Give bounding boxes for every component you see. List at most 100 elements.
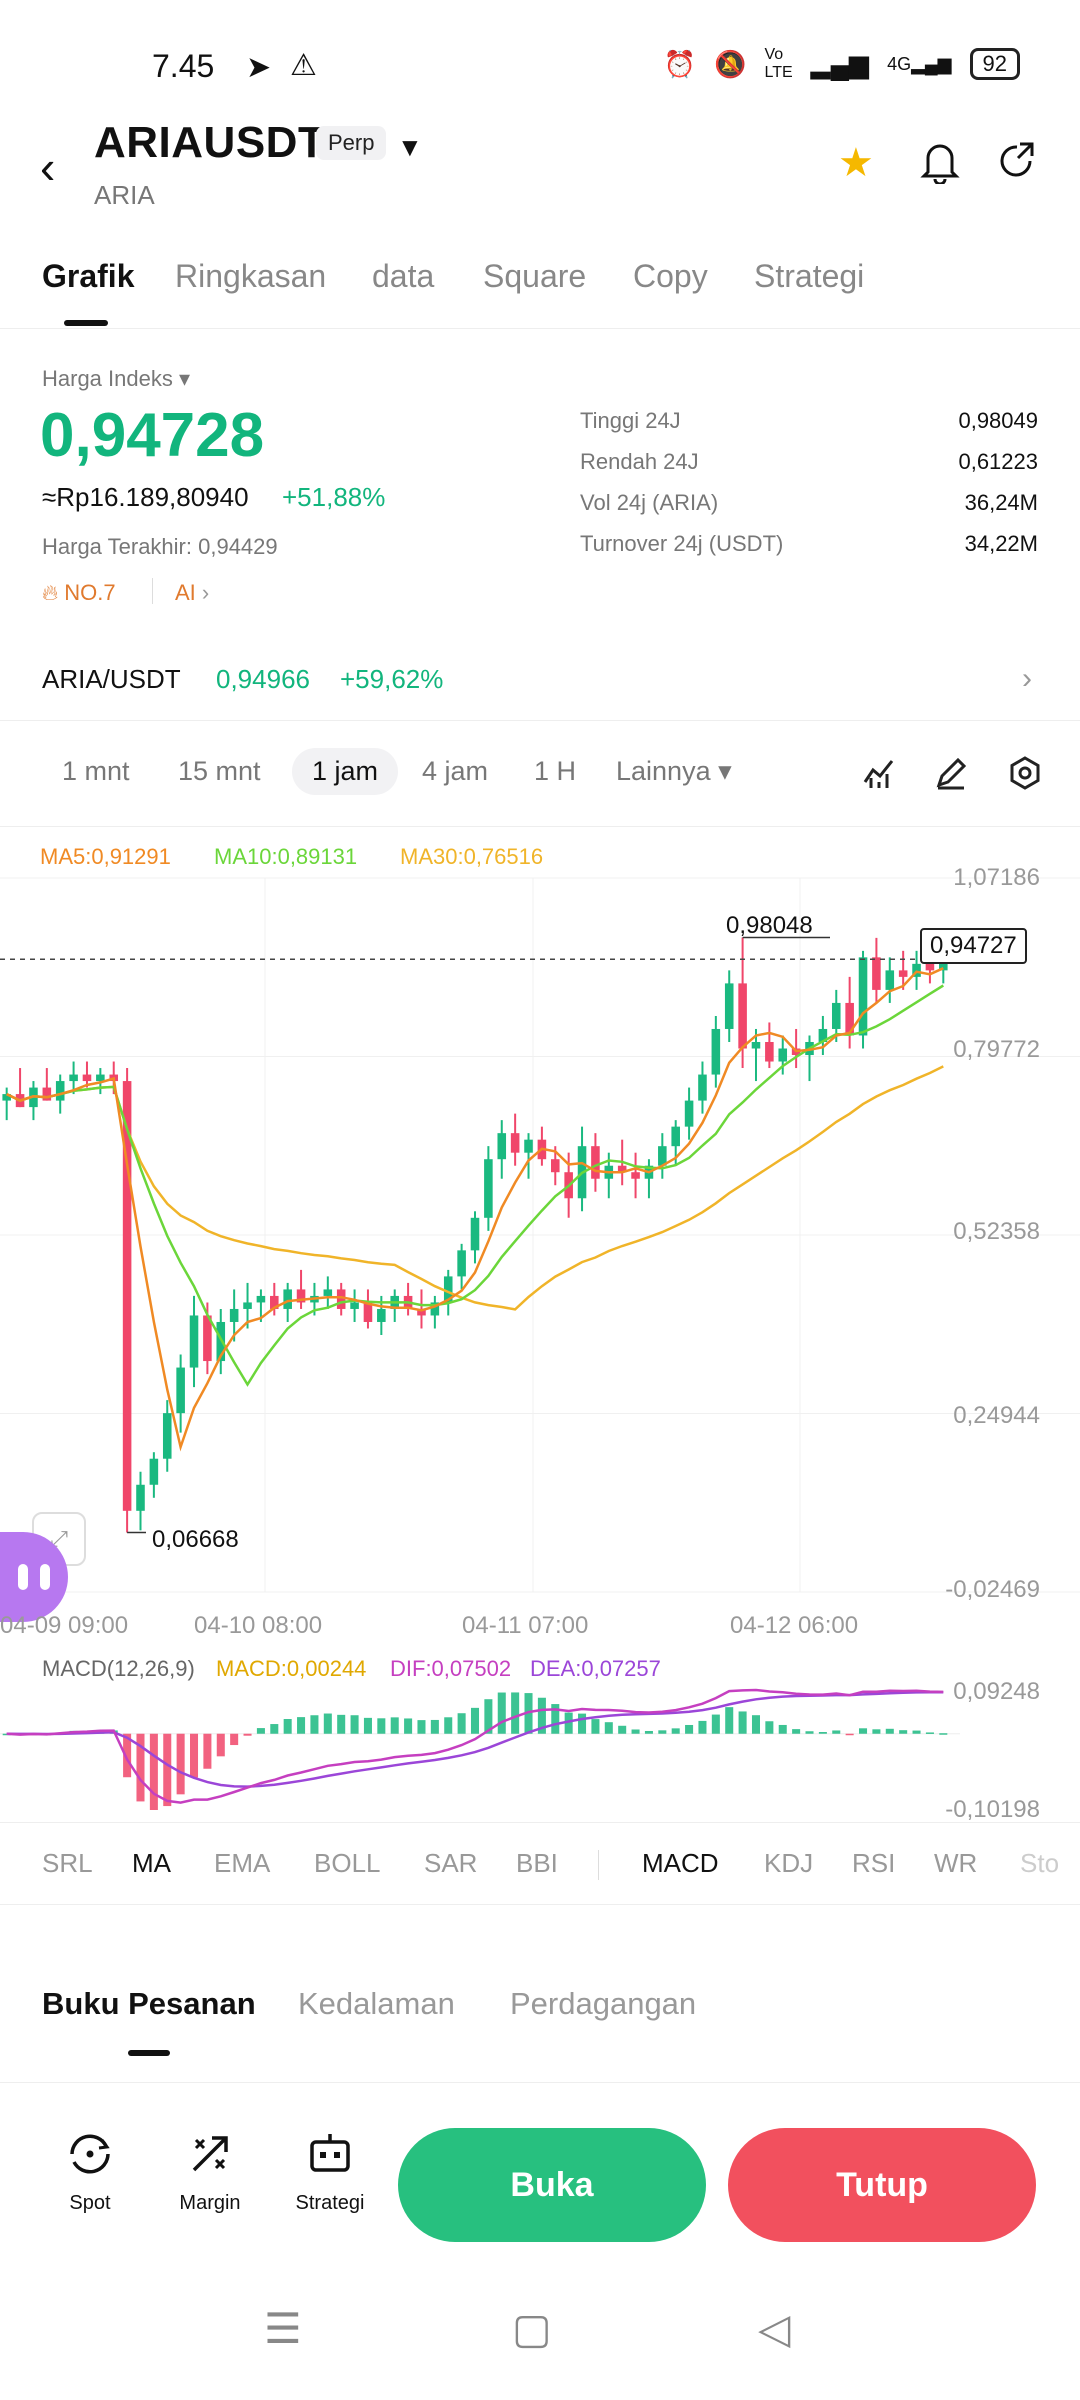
dif-value: DIF:0,07502 <box>390 1656 512 1681</box>
candle <box>658 1133 667 1179</box>
candle <box>684 1087 694 1140</box>
macd-bar <box>751 1715 760 1734</box>
candle <box>765 1022 774 1069</box>
candle <box>176 1354 185 1433</box>
chevron-down-icon[interactable]: ▼ <box>397 132 423 162</box>
candle <box>524 1133 533 1179</box>
macd-bar <box>283 1719 292 1734</box>
margin-label: Margin <box>179 2192 241 2214</box>
macd-bar <box>511 1692 520 1734</box>
indicator-boll[interactable]: BOLL <box>314 1848 381 1878</box>
tab-order-book[interactable]: Buku Pesanan <box>42 1986 256 2021</box>
spot-icon <box>50 2130 130 2188</box>
margin-icon <box>170 2130 250 2188</box>
approx-idr: ≈Rp16.189,80940 <box>42 482 249 512</box>
draw-pencil-icon[interactable] <box>934 756 968 795</box>
symbol-title[interactable]: ARIAUSDT <box>94 118 326 167</box>
indicator-ema[interactable]: EMA <box>214 1848 271 1878</box>
settings-hex-icon[interactable] <box>1008 756 1042 795</box>
tab-indicator <box>64 320 108 326</box>
candle <box>122 1068 132 1533</box>
macd-bar <box>216 1733 225 1757</box>
margin-action[interactable]: Margin <box>170 2130 270 2215</box>
tab-copy[interactable]: Copy <box>633 258 708 294</box>
y-tick-4: 0,24944 <box>953 1402 1040 1429</box>
timeframe-more[interactable]: Lainnya ▾ <box>616 756 732 786</box>
back-nav-icon[interactable]: ◁ <box>758 2305 791 2352</box>
macd-bar <box>604 1722 613 1734</box>
home-icon[interactable]: ▢ <box>512 2305 552 2352</box>
rank-badge[interactable]: 🔥︎ NO.7 <box>42 580 116 605</box>
timeframe-1h[interactable]: 1 jam <box>292 748 399 795</box>
dea-value: DEA:0,07257 <box>530 1656 661 1681</box>
dif-line <box>6 1688 944 1804</box>
tab-strategi[interactable]: Strategi <box>754 258 865 294</box>
indicator-bbi[interactable]: BBI <box>516 1848 558 1878</box>
back-icon[interactable]: ‹ <box>40 141 56 193</box>
ma30-legend: MA30:0,76516 <box>400 844 544 869</box>
timeframe-4h[interactable]: 4 jam <box>422 756 489 786</box>
macd-bar <box>671 1728 680 1734</box>
candle <box>69 1061 78 1095</box>
indicator-kdj[interactable]: KDJ <box>764 1848 814 1878</box>
tab-data[interactable]: data <box>372 258 435 294</box>
candlestick-chart[interactable] <box>0 860 1080 1600</box>
spot-action[interactable]: Spot <box>50 2130 150 2215</box>
dea-line <box>6 1690 944 1788</box>
candle <box>510 1113 520 1166</box>
macd-bar <box>631 1729 640 1734</box>
y-tick-3: 0,52358 <box>953 1218 1040 1245</box>
index-price-label[interactable]: Harga Indeks ▾ <box>42 366 191 391</box>
candle <box>136 1471 145 1531</box>
ai-link[interactable]: AI › <box>175 580 210 605</box>
stat-value-volume: 36,24M <box>964 490 1038 515</box>
contract-type-badge[interactable]: Perp <box>316 126 387 160</box>
x-tick-3: 04-11 07:00 <box>462 1612 589 1639</box>
macd-bar <box>297 1717 306 1734</box>
close-position-button[interactable]: Tutup <box>728 2128 1036 2242</box>
macd-bar <box>618 1725 627 1734</box>
stat-label-low: Rendah 24J <box>580 449 699 474</box>
candle <box>751 1028 761 1082</box>
tab-trades[interactable]: Perdagangan <box>510 1986 697 2021</box>
macd-bar <box>537 1697 546 1734</box>
chevron-right-icon[interactable]: › <box>1022 662 1032 695</box>
candle <box>296 1269 306 1309</box>
macd-bar <box>243 1733 252 1736</box>
candle <box>845 976 854 1049</box>
high-price-label: 0,98048 <box>726 912 813 939</box>
tab-ringkasan[interactable]: Ringkasan <box>175 258 327 294</box>
bell-icon[interactable] <box>920 140 960 194</box>
candle <box>537 1126 547 1166</box>
macd-bar <box>444 1717 453 1734</box>
macd-chart <box>0 1688 960 1810</box>
candle <box>229 1289 239 1342</box>
indicator-sto[interactable]: Sto <box>1020 1848 1060 1878</box>
macd-bar <box>644 1730 653 1734</box>
indicator-ma[interactable]: MA <box>132 1848 171 1878</box>
indicator-icon[interactable] <box>862 756 896 795</box>
indicator-sar[interactable]: SAR <box>424 1848 478 1878</box>
indicator-wr[interactable]: WR <box>934 1848 978 1878</box>
strategy-action[interactable]: Strategi <box>290 2130 390 2215</box>
menu-icon[interactable]: ☰ <box>264 2305 302 2352</box>
spot-pair-name[interactable]: ARIA/USDT <box>42 664 181 694</box>
ma10-legend: MA10:0,89131 <box>214 844 358 869</box>
candle <box>818 1015 828 1056</box>
open-position-button[interactable]: Buka <box>398 2128 706 2242</box>
indicator-srl[interactable]: SRL <box>42 1848 93 1878</box>
indicator-macd[interactable]: MACD <box>642 1848 719 1878</box>
tab-square[interactable]: Square <box>483 258 587 294</box>
candle <box>631 1152 640 1199</box>
star-icon[interactable]: ★ <box>838 141 874 185</box>
timeframe-1d[interactable]: 1 H <box>534 756 577 786</box>
timeframe-1m[interactable]: 1 mnt <box>62 756 130 786</box>
y-tick-2: 0,79772 <box>953 1036 1040 1063</box>
tab-grafik[interactable]: Grafik <box>42 258 135 294</box>
timeframe-15m[interactable]: 15 mnt <box>178 756 261 786</box>
tab-depth[interactable]: Kedalaman <box>298 1986 455 2021</box>
share-icon[interactable] <box>996 140 1038 192</box>
candle <box>872 937 881 1003</box>
indicator-rsi[interactable]: RSI <box>852 1848 896 1878</box>
macd-bar <box>310 1715 319 1734</box>
